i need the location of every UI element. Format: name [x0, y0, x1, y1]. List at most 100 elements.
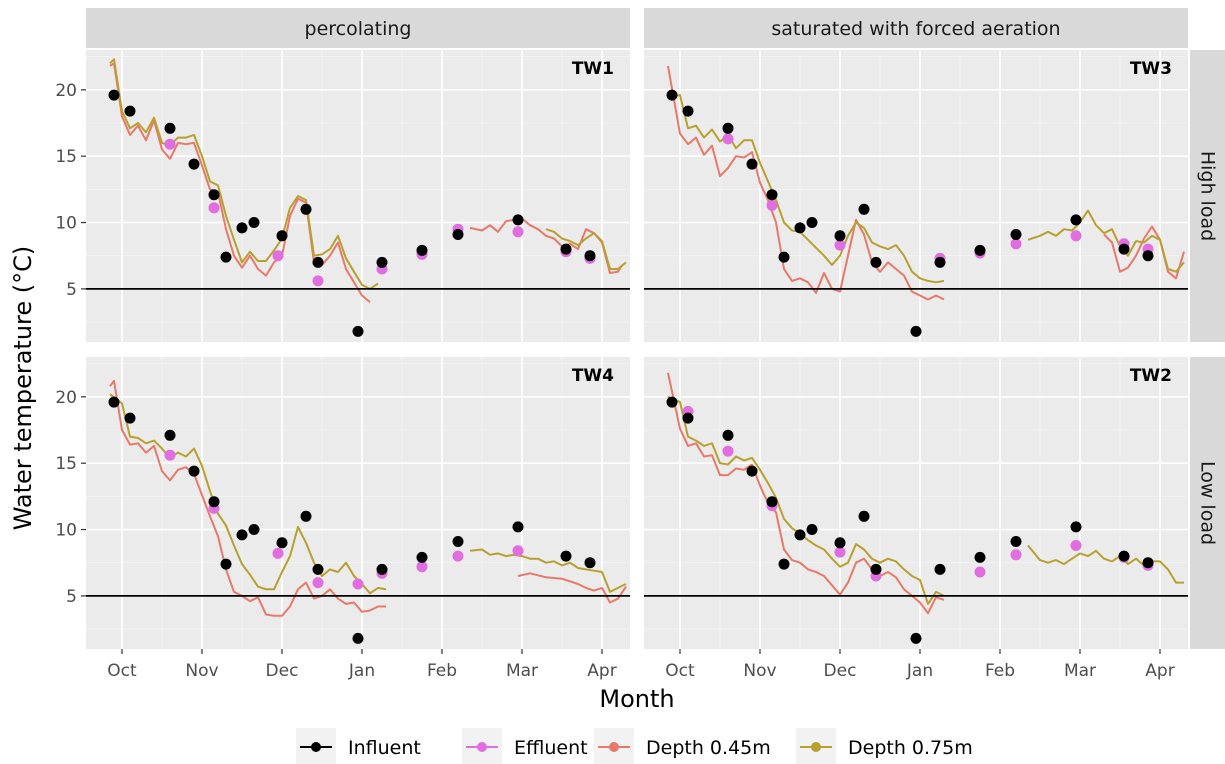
- influent-point: [1010, 229, 1022, 240]
- influent-point: [870, 256, 882, 268]
- x-tick-label: Jan: [906, 661, 933, 681]
- influent-point: [164, 429, 176, 441]
- x-tick-label: Apr: [1145, 661, 1174, 681]
- influent-point: [560, 550, 572, 562]
- influent-point: [164, 122, 176, 134]
- y-tick-label: 20: [55, 81, 77, 101]
- effluent-point: [512, 226, 524, 238]
- effluent-point: [312, 275, 324, 287]
- influent-point: [124, 105, 136, 117]
- influent-point: [1118, 243, 1130, 255]
- influent-point: [666, 396, 678, 408]
- influent-point: [236, 222, 248, 234]
- effluent-point: [272, 547, 284, 559]
- row-strip-label: Low load: [1197, 461, 1219, 545]
- influent-point: [746, 158, 758, 170]
- x-tick-label: Mar: [506, 661, 538, 681]
- x-tick-label: Apr: [587, 661, 616, 681]
- legend-label: Effluent: [514, 737, 588, 759]
- panel-label: TW2: [1130, 366, 1172, 386]
- effluent-point: [1070, 230, 1082, 242]
- depth-045-line: [667, 372, 945, 615]
- row-strip-label: High load: [1197, 151, 1219, 241]
- influent-point: [512, 214, 524, 226]
- influent-point: [584, 250, 596, 262]
- panel-background: [644, 357, 1188, 649]
- depth-075-line: [109, 393, 387, 595]
- y-tick-label: 10: [55, 521, 77, 541]
- legend-key-point: [477, 742, 487, 752]
- effluent-point: [834, 239, 846, 251]
- influent-point: [746, 465, 758, 477]
- influent-point: [910, 325, 922, 337]
- column-strip: [644, 8, 1188, 48]
- influent-point: [376, 256, 388, 268]
- row-strip: [1190, 357, 1225, 649]
- influent-point: [276, 230, 288, 242]
- depth-075-line: [109, 58, 379, 290]
- legend-label: Influent: [348, 737, 421, 759]
- panel-label: TW4: [572, 366, 614, 386]
- effluent-point: [722, 445, 734, 457]
- effluent-point: [512, 545, 524, 557]
- effluent-point: [974, 566, 986, 578]
- depth-075-line: [667, 395, 945, 605]
- influent-point: [108, 396, 120, 408]
- panel-label: TW3: [1130, 59, 1172, 79]
- x-tick-label: Dec: [266, 661, 299, 681]
- effluent-point: [416, 561, 428, 573]
- influent-point: [682, 105, 694, 117]
- influent-point: [974, 244, 986, 256]
- panel-tw3: TW3: [644, 50, 1188, 342]
- influent-point: [722, 122, 734, 134]
- influent-point: [220, 558, 232, 570]
- influent-point: [1070, 214, 1082, 226]
- influent-point: [452, 536, 464, 547]
- influent-point: [834, 230, 846, 242]
- influent-point: [870, 563, 882, 575]
- column-strip: [86, 8, 630, 48]
- influent-point: [722, 429, 734, 441]
- x-tick-label: Oct: [107, 661, 137, 681]
- y-tick-label: 5: [66, 587, 77, 607]
- depth-075-line: [1027, 544, 1184, 584]
- column-strip-label: saturated with forced aeration: [771, 18, 1060, 40]
- influent-point: [666, 89, 678, 101]
- depth-045-line: [109, 62, 371, 303]
- influent-point: [300, 203, 312, 215]
- influent-point: [858, 510, 870, 522]
- influent-point: [108, 89, 120, 101]
- effluent-point: [1070, 540, 1082, 551]
- influent-point: [188, 465, 200, 477]
- influent-point: [1070, 521, 1082, 533]
- influent-point: [312, 563, 324, 575]
- influent-point: [794, 222, 806, 234]
- influent-point: [584, 557, 596, 569]
- influent-point: [560, 243, 572, 255]
- effluent-point: [1010, 549, 1022, 561]
- x-tick-label: Feb: [427, 661, 457, 681]
- influent-point: [512, 521, 524, 533]
- y-axis-title: Water temperature (°C): [9, 246, 37, 531]
- x-tick-label: Nov: [185, 661, 218, 681]
- influent-point: [1142, 250, 1154, 262]
- effluent-point: [1010, 238, 1022, 250]
- influent-point: [208, 189, 220, 201]
- influent-point: [682, 412, 694, 424]
- panel-label: TW1: [572, 59, 614, 79]
- influent-point: [766, 496, 778, 508]
- depth-075-line: [545, 228, 627, 270]
- x-tick-label: Nov: [743, 661, 776, 681]
- depth-075-line: [469, 548, 627, 593]
- influent-point: [300, 510, 312, 522]
- x-tick-label: Oct: [665, 661, 695, 681]
- influent-point: [276, 537, 288, 549]
- influent-point: [794, 529, 806, 541]
- effluent-point: [312, 577, 324, 589]
- panel-background: [644, 50, 1188, 342]
- effluent-point: [722, 133, 734, 145]
- effluent-point: [272, 250, 284, 262]
- y-tick-label: 15: [55, 147, 77, 167]
- y-tick-label: 10: [55, 214, 77, 234]
